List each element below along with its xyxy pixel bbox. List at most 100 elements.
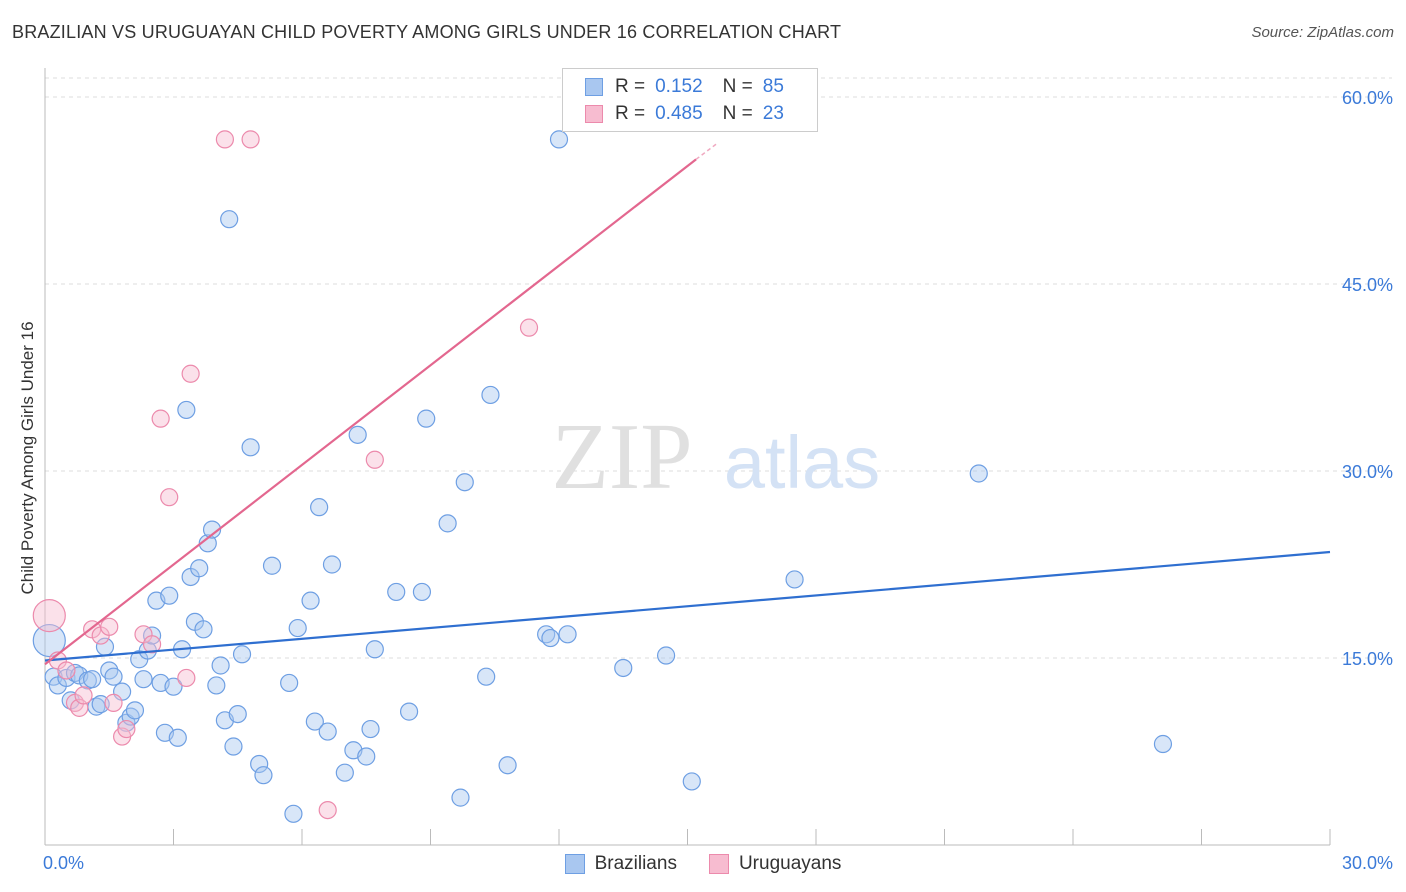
brazilians-point xyxy=(211,656,230,675)
brazilians-point xyxy=(224,737,243,756)
chart-title: BRAZILIAN VS URUGUAYAN CHILD POVERTY AMO… xyxy=(12,22,842,42)
y-tick-label: 30.0% xyxy=(1342,462,1393,482)
brazilians-point xyxy=(438,514,457,533)
brazilians-legend-swatch xyxy=(564,854,585,874)
axes xyxy=(44,68,1331,846)
stats-legend-row-brazilians: R = 0.152 N = 85 xyxy=(585,75,784,99)
series-legend: Brazilians Uruguayans xyxy=(0,852,1406,876)
brazilians-point xyxy=(322,555,342,574)
uruguayans-point xyxy=(241,130,260,149)
brazilians-point xyxy=(1153,734,1173,754)
brazilians-point xyxy=(357,747,376,766)
source-label: Source: ZipAtlas.com xyxy=(1251,24,1394,41)
legend-label-uruguayans: Uruguayans xyxy=(738,853,842,874)
tick-labels: 15.0% 30.0% 45.0% 60.0% 0.0% 30.0% xyxy=(43,88,1393,873)
brazilians-point xyxy=(361,719,380,739)
brazilians-point xyxy=(399,702,419,721)
brazilians-point xyxy=(190,559,209,578)
brazilians-swatch xyxy=(585,78,603,96)
brazilians-point xyxy=(969,464,988,483)
r-value: 0.152 xyxy=(655,76,703,97)
legend-item-brazilians[interactable]: Brazilians xyxy=(564,853,677,875)
brazilians-point xyxy=(207,676,226,695)
uruguayans-point xyxy=(318,800,337,820)
brazilians-point xyxy=(125,701,145,720)
uruguayans-point xyxy=(177,668,196,688)
uruguayans-point xyxy=(142,635,162,654)
brazilians-point xyxy=(477,667,496,686)
brazilians-point xyxy=(164,677,183,696)
brazilians-point xyxy=(656,646,676,665)
x-tick-label: 0.0% xyxy=(43,853,84,873)
brazilians-point xyxy=(254,766,273,785)
uruguayans-legend-swatch xyxy=(708,854,729,874)
n-label: N = xyxy=(722,76,753,97)
brazilians-point xyxy=(387,582,406,602)
brazilians-point xyxy=(335,763,354,782)
brazilians-point xyxy=(541,628,560,648)
brazilians-point xyxy=(220,210,239,229)
uruguayans-point xyxy=(32,599,66,633)
brazilians-point xyxy=(301,591,320,610)
uruguayans-point xyxy=(215,130,234,149)
stats-legend-row-uruguayans: R = 0.485 N = 23 xyxy=(585,102,784,126)
legend-item-uruguayans[interactable]: Uruguayans xyxy=(708,853,842,875)
brazilians-point xyxy=(228,704,247,724)
brazilians-point xyxy=(194,620,213,639)
r-value: 0.485 xyxy=(655,103,703,124)
r-label: R = xyxy=(615,76,646,97)
brazilians-point xyxy=(160,586,179,605)
brazilians-point xyxy=(134,670,153,689)
brazilians-point xyxy=(451,788,470,807)
brazilians-point xyxy=(498,756,517,775)
brazilians-point xyxy=(262,556,282,575)
brazilians-point xyxy=(305,712,324,731)
uruguayans-point xyxy=(160,488,179,507)
brazilians-point xyxy=(83,670,102,689)
brazilians-point xyxy=(412,582,432,602)
r-label: R = xyxy=(615,103,646,124)
brazilians-point xyxy=(32,623,66,658)
trend-lines xyxy=(44,142,1331,666)
brazilians-point xyxy=(481,385,500,405)
uruguayans-point xyxy=(100,617,119,636)
brazilians-point xyxy=(250,754,269,774)
brazilians-point xyxy=(288,618,307,638)
brazilians-point xyxy=(549,130,569,149)
brazilians-point xyxy=(310,498,329,517)
brazilians-point xyxy=(177,400,196,420)
brazilians-point xyxy=(318,722,337,741)
brazilians-point xyxy=(455,473,474,492)
brazilians-point xyxy=(280,673,299,693)
brazilians-point xyxy=(417,409,436,428)
brazilians-point xyxy=(614,658,633,678)
uruguayans-point xyxy=(365,450,384,469)
n-value: 23 xyxy=(762,103,784,124)
brazilians-point xyxy=(365,640,384,659)
uruguayans-point xyxy=(117,719,136,739)
brazilians-point xyxy=(785,570,804,589)
uruguayans-trend-line xyxy=(44,158,697,666)
brazilians-trend-line xyxy=(44,550,1331,662)
uruguayans-point xyxy=(519,318,539,337)
n-value: 85 xyxy=(762,76,784,97)
grid-lines xyxy=(45,77,1392,659)
x-tick-label: 30.0% xyxy=(1342,853,1393,873)
brazilians-point xyxy=(168,728,187,747)
stats-legend: R = 0.152 N = 85 R = 0.485 N = 23 xyxy=(562,68,818,132)
n-label: N = xyxy=(722,103,753,124)
brazilians-point xyxy=(202,520,222,539)
brazilians-point xyxy=(241,438,260,457)
uruguayans-point xyxy=(57,661,76,680)
brazilians-point xyxy=(558,625,577,644)
y-tick-label: 15.0% xyxy=(1342,649,1393,669)
y-tick-label: 45.0% xyxy=(1342,275,1393,295)
brazilians-point xyxy=(232,645,252,664)
y-axis-label: Child Poverty Among Girls Under 16 xyxy=(18,321,37,595)
brazilians-point xyxy=(284,804,303,823)
uruguayans-point xyxy=(151,409,170,428)
y-tick-label: 60.0% xyxy=(1342,88,1393,108)
brazilians-point xyxy=(682,772,701,791)
watermark-zip: ZIP xyxy=(552,405,693,509)
